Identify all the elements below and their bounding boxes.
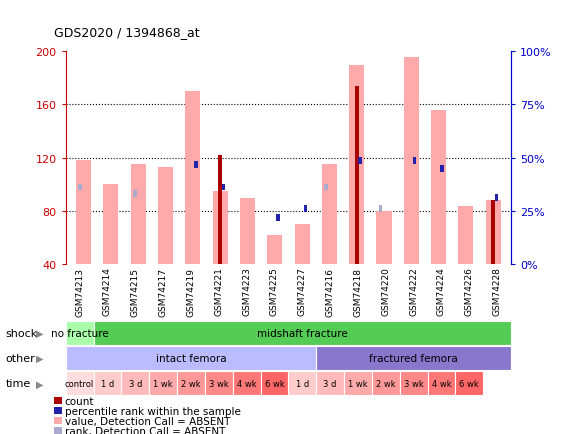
Text: shock: shock <box>6 328 38 338</box>
Bar <box>379 206 383 212</box>
Bar <box>349 66 364 265</box>
Text: GSM74225: GSM74225 <box>270 267 279 316</box>
Bar <box>240 198 255 265</box>
Text: GSM74226: GSM74226 <box>465 267 474 316</box>
Text: control: control <box>65 379 94 388</box>
Text: 6 wk: 6 wk <box>460 379 479 388</box>
Text: no fracture: no fracture <box>51 328 108 338</box>
Bar <box>355 87 359 265</box>
Text: GDS2020 / 1394868_at: GDS2020 / 1394868_at <box>54 26 200 39</box>
Bar <box>376 211 392 265</box>
Bar <box>78 184 82 191</box>
Text: 1 d: 1 d <box>101 379 114 388</box>
Bar <box>404 57 419 265</box>
Text: 1 wk: 1 wk <box>348 379 368 388</box>
Text: midshaft fracture: midshaft fracture <box>257 328 348 338</box>
Bar <box>495 195 498 202</box>
Bar <box>131 165 146 265</box>
Text: ▶: ▶ <box>36 328 44 338</box>
Text: 1 wk: 1 wk <box>153 379 173 388</box>
Text: 3 wk: 3 wk <box>209 379 228 388</box>
Text: percentile rank within the sample: percentile rank within the sample <box>65 406 240 415</box>
Text: 1 d: 1 d <box>296 379 309 388</box>
Text: value, Detection Call = ABSENT: value, Detection Call = ABSENT <box>65 416 230 425</box>
Text: 2 wk: 2 wk <box>376 379 396 388</box>
Bar <box>440 166 444 172</box>
Bar <box>133 191 136 197</box>
Text: GSM74213: GSM74213 <box>75 267 84 316</box>
Text: other: other <box>6 353 35 363</box>
Bar <box>486 201 501 265</box>
Text: ▶: ▶ <box>36 353 44 363</box>
Bar <box>194 162 198 168</box>
Bar <box>267 236 282 265</box>
Text: GSM74216: GSM74216 <box>325 267 335 316</box>
Text: GSM74214: GSM74214 <box>103 267 112 316</box>
Text: GSM74219: GSM74219 <box>186 267 195 316</box>
Text: GSM74221: GSM74221 <box>214 267 223 316</box>
Bar <box>158 168 173 265</box>
Bar <box>459 206 473 265</box>
Bar <box>222 184 225 191</box>
Bar <box>324 184 328 191</box>
Text: GSM74222: GSM74222 <box>409 267 418 316</box>
Bar <box>304 206 307 212</box>
Text: 6 wk: 6 wk <box>264 379 284 388</box>
Text: GSM74217: GSM74217 <box>159 267 168 316</box>
Text: count: count <box>65 396 94 405</box>
Bar <box>276 215 280 221</box>
Text: GSM74224: GSM74224 <box>437 267 446 316</box>
Text: GSM74220: GSM74220 <box>381 267 391 316</box>
Text: 4 wk: 4 wk <box>432 379 451 388</box>
Text: intact femora: intact femora <box>156 353 226 363</box>
Text: 3 wk: 3 wk <box>404 379 424 388</box>
Bar <box>76 161 91 265</box>
Bar <box>218 156 222 265</box>
Text: rank, Detection Call = ABSENT: rank, Detection Call = ABSENT <box>65 426 225 434</box>
Text: GSM74223: GSM74223 <box>242 267 251 316</box>
Text: 2 wk: 2 wk <box>181 379 201 388</box>
Bar <box>431 111 446 265</box>
Bar <box>491 201 495 265</box>
Text: GSM74215: GSM74215 <box>131 267 140 316</box>
Text: GSM74228: GSM74228 <box>493 267 502 316</box>
Bar <box>103 185 118 265</box>
Text: 3 d: 3 d <box>128 379 142 388</box>
Text: 3 d: 3 d <box>323 379 337 388</box>
Text: GSM74227: GSM74227 <box>297 267 307 316</box>
Bar <box>358 158 361 164</box>
Text: 4 wk: 4 wk <box>237 379 256 388</box>
Text: GSM74218: GSM74218 <box>353 267 363 316</box>
Bar <box>413 158 416 164</box>
Text: ▶: ▶ <box>36 378 44 388</box>
Bar <box>295 225 309 265</box>
Text: fractured femora: fractured femora <box>369 353 458 363</box>
Text: time: time <box>6 378 31 388</box>
Bar <box>322 165 337 265</box>
Bar <box>185 92 200 265</box>
Bar <box>212 192 228 265</box>
